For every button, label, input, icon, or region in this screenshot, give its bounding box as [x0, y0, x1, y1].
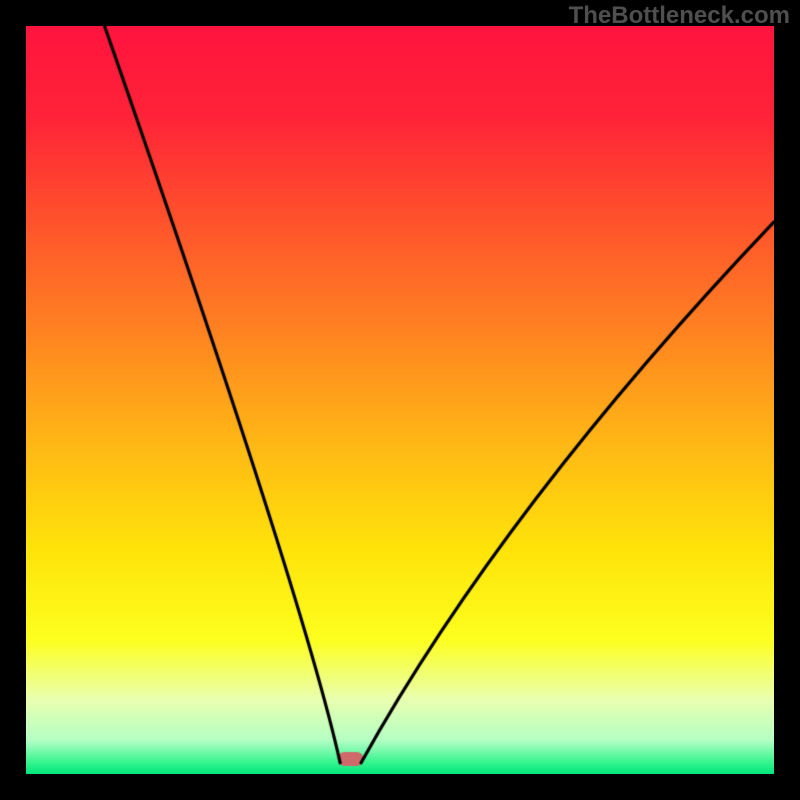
bottleneck-curve — [26, 26, 774, 774]
chart-stage: TheBottleneck.com — [0, 0, 800, 800]
watermark-text: TheBottleneck.com — [569, 2, 790, 30]
